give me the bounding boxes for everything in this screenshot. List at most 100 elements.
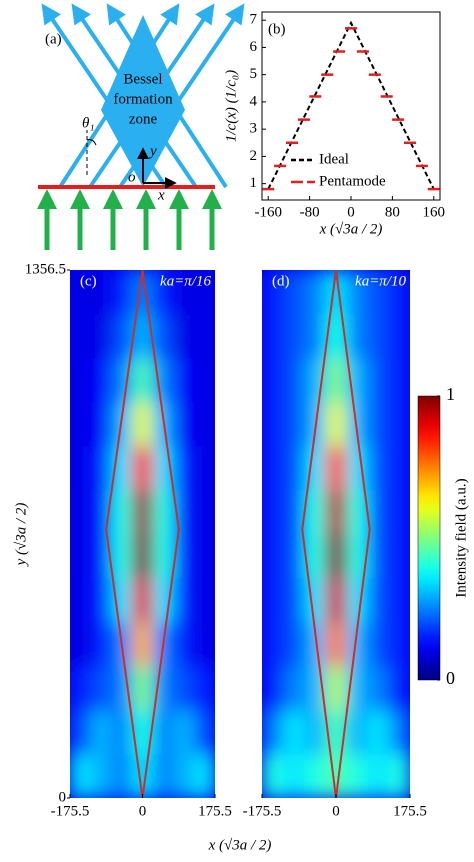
heatmap-cell <box>346 710 369 755</box>
heatmap-cell <box>388 622 410 667</box>
heatmap-cell <box>70 754 92 798</box>
heatmap-cell <box>173 358 195 403</box>
legend-label: Ideal <box>319 151 349 167</box>
heatmap-cell <box>346 534 369 579</box>
heatmap-cell <box>325 622 348 667</box>
y-tick-label: 7 <box>250 12 258 28</box>
heatmap-cell <box>70 622 92 667</box>
plot-frame <box>261 11 441 201</box>
panel-title: ka=π/10 <box>355 273 406 289</box>
x-tick-label: 175.5 <box>393 803 427 819</box>
heatmap-cell <box>194 490 215 535</box>
heatmap-cell <box>90 578 112 623</box>
ideal-line <box>267 20 435 190</box>
heatmap-cell <box>262 622 284 667</box>
heatmap-cell <box>367 402 390 447</box>
heatmap-cell <box>367 534 390 579</box>
zone-label: formation <box>113 91 173 107</box>
heatmap-cell <box>152 314 175 359</box>
heatmap-cell <box>346 314 369 359</box>
heatmap-cell <box>262 534 284 579</box>
heatmap-cell <box>325 358 348 403</box>
heatmap-cell <box>304 270 326 315</box>
heatmap-cell <box>132 666 154 711</box>
heatmap-cell <box>152 270 175 315</box>
panel-title: ka=π/16 <box>160 273 211 289</box>
heatmap-cell <box>367 666 390 711</box>
x-axis-label: x (√3a / 2) <box>319 221 383 237</box>
x-tick-label: -80 <box>300 204 320 220</box>
x-tick-label: -175.5 <box>51 803 90 819</box>
heatmap-cell <box>70 314 92 359</box>
heatmap-cell <box>388 446 410 491</box>
heatmap-cell <box>346 622 369 667</box>
panel-label: (a) <box>45 31 62 47</box>
y-axis-label: y (√3a / 2) <box>13 503 29 568</box>
heatmap-cell <box>325 754 348 798</box>
heatmap-cell <box>325 578 348 623</box>
heatmap-cell <box>111 402 133 447</box>
x-tick-label: -175.5 <box>243 803 282 819</box>
heatmap-cell <box>304 490 326 535</box>
heatmap-cell <box>111 534 133 579</box>
heatmap-cell <box>325 666 348 711</box>
heatmap-cell <box>283 710 305 755</box>
heatmap-cell <box>173 578 195 623</box>
heatmap-cell <box>111 490 133 535</box>
heatmap <box>70 270 215 798</box>
angle-label: θ₁ <box>82 115 95 131</box>
focus-outline <box>301 270 371 798</box>
heatmap-cell <box>388 314 410 359</box>
heatmap-cell <box>325 314 348 359</box>
x-tick-label: -160 <box>254 204 282 220</box>
heatmap-cell <box>283 358 305 403</box>
heatmap-cell <box>111 710 133 755</box>
heatmap-cell <box>325 490 348 535</box>
heatmap-cell <box>132 578 154 623</box>
heatmap-cell <box>152 358 175 403</box>
heatmap-cell <box>90 622 112 667</box>
heatmap-cell <box>111 270 133 315</box>
heatmap-cell <box>283 446 305 491</box>
heatmap-cell <box>70 578 92 623</box>
heatmap-cell <box>304 622 326 667</box>
heatmap-cell <box>283 666 305 711</box>
heatmap-cell <box>111 754 133 798</box>
heatmap-cell <box>111 358 133 403</box>
heatmap-cell <box>283 534 305 579</box>
heatmap-cell <box>262 490 284 535</box>
heatmap-cell <box>346 578 369 623</box>
heatmap-cell <box>304 314 326 359</box>
heatmap-cell <box>70 270 92 315</box>
heatmap-cell <box>173 314 195 359</box>
heatmap-cell <box>173 270 195 315</box>
heatmap-cell <box>283 622 305 667</box>
heatmap-cell <box>173 710 195 755</box>
heatmap-cell <box>111 666 133 711</box>
x-tick-label: 175.5 <box>198 803 232 819</box>
heatmap-cell <box>173 754 195 798</box>
heatmap-cell <box>346 754 369 798</box>
x-tick-label: 0 <box>332 803 340 819</box>
heatmap-cell <box>194 754 215 798</box>
heatmap-cells <box>262 270 410 798</box>
heatmap-cell <box>90 446 112 491</box>
heatmap-cell <box>346 402 369 447</box>
heatmap-cell <box>304 534 326 579</box>
heatmap-cell <box>194 534 215 579</box>
heatmap-cell <box>90 402 112 447</box>
heatmap-cell <box>283 270 305 315</box>
x-tick-label: 0 <box>347 204 355 220</box>
heatmap-cell <box>173 622 195 667</box>
heatmap-cell <box>283 578 305 623</box>
heatmap-cell <box>70 490 92 535</box>
heatmap-cell <box>325 710 348 755</box>
zone-label: Bessel <box>123 71 162 87</box>
heatmap-cell <box>132 402 154 447</box>
heatmap <box>262 270 410 798</box>
heatmap-cell <box>152 490 175 535</box>
heatmap-cell <box>304 754 326 798</box>
heatmap-cell <box>132 358 154 403</box>
axis-label: y <box>148 143 157 159</box>
heatmap-cell <box>325 402 348 447</box>
